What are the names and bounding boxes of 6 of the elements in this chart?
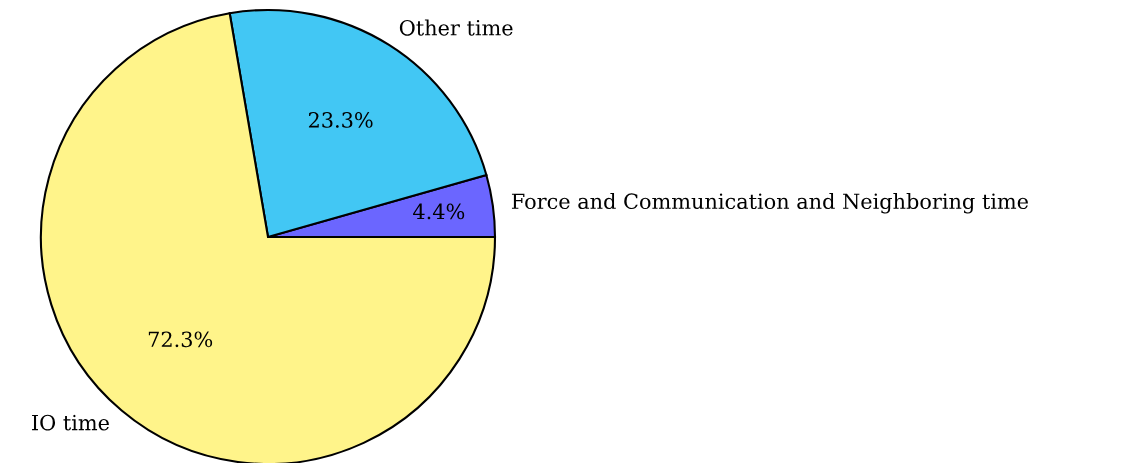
slice-label: Force and Communication and Neighboring time — [511, 192, 1028, 214]
data-label: 4.4% — [413, 203, 465, 220]
data-label: 72.3% — [148, 331, 213, 348]
slice-label: IO time — [32, 414, 109, 431]
slice-label: Other time — [399, 19, 513, 36]
data-label: 23.3% — [308, 112, 373, 128]
